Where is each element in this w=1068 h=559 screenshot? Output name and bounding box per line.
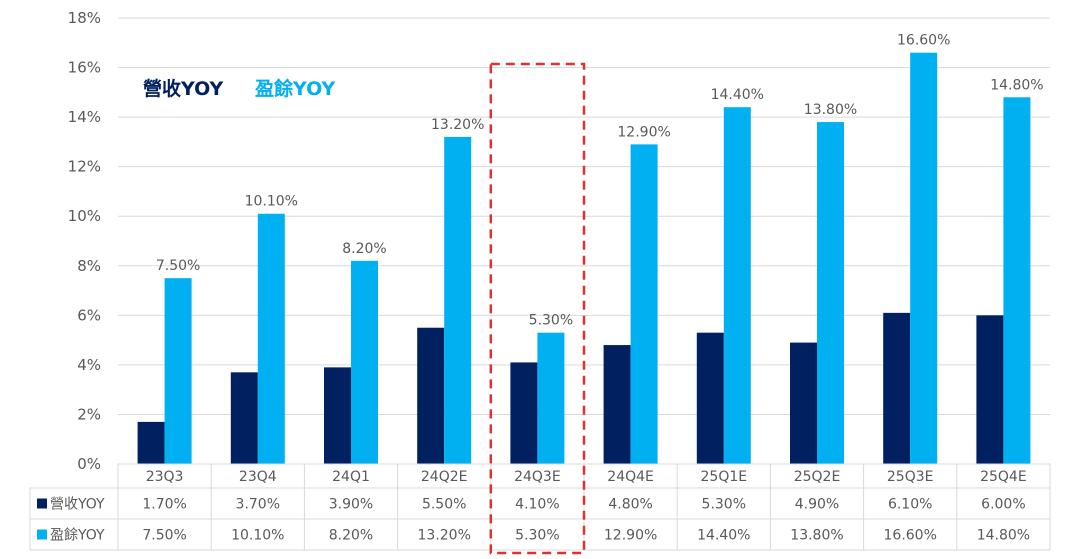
category-label: 24Q2E [421, 469, 468, 485]
y-tick-label: 8% [77, 257, 101, 275]
y-tick-label: 4% [77, 356, 101, 374]
y-tick-label: 12% [68, 158, 101, 176]
highlight-box [489, 62, 586, 555]
table-cell: 6.00% [981, 497, 1025, 513]
data-table: 23Q3 23Q4 24Q1 24Q2E 24Q3E 24Q4E 25Q1E 25Q2E 25Q… [29, 463, 1051, 551]
bars [137, 52, 1031, 465]
table-cell: 6.10% [888, 497, 932, 513]
bar-earnings-yoy [1003, 97, 1031, 465]
table-cell: 13.80% [790, 528, 843, 544]
category-label: 24Q1 [332, 469, 370, 485]
table-cell: 3.70% [236, 497, 280, 513]
table-cell: 4.80% [608, 497, 652, 513]
bar-revenue-yoy [790, 342, 817, 464]
data-label-earnings-yoy: 16.60% [897, 33, 950, 49]
bar-revenue-yoy [510, 362, 538, 464]
category-label: 24Q3E [514, 469, 561, 485]
y-tick-label: 14% [68, 108, 101, 126]
y-axis: 0% 2% 4% 6% 8% 10% 12% 14% 16% 18% [68, 9, 101, 473]
y-tick-label: 2% [77, 405, 101, 423]
bar-earnings-yoy [164, 278, 192, 464]
category-label: 25Q4E [980, 469, 1027, 485]
table-cell: 14.80% [977, 528, 1030, 544]
data-label-earnings-yoy: 7.50% [156, 258, 200, 274]
data-labels: 7.50% 10.10% 8.20% 13.20% 5.30% 12.90% 14.40% 1… [156, 33, 1044, 329]
table-cell: 5.50% [422, 497, 466, 513]
category-label: 23Q3 [146, 469, 184, 485]
bar-revenue-yoy [324, 367, 351, 464]
bar-earnings-yoy [817, 122, 844, 465]
category-label: 25Q2E [794, 469, 841, 485]
legend-revenue-yoy: 營收YOY [143, 77, 224, 100]
data-label-earnings-yoy: 8.20% [342, 241, 386, 257]
y-tick-label: 0% [77, 455, 101, 473]
data-label-earnings-yoy: 10.10% [245, 194, 298, 210]
data-label-earnings-yoy: 5.30% [529, 313, 573, 329]
table-cell: 10.10% [231, 528, 284, 544]
table-cell: 8.20% [329, 528, 373, 544]
y-tick-label: 10% [68, 207, 101, 225]
category-label: 25Q1E [701, 469, 748, 485]
category-label: 24Q4E [607, 469, 654, 485]
bar-earnings-yoy [910, 52, 938, 464]
highlight-dashed-box [489, 62, 586, 555]
legend: 營收YOY 盈餘YOY [143, 77, 336, 100]
table-legend-key [37, 529, 47, 540]
table-series-name: 盈餘YOY [50, 527, 105, 544]
bar-earnings-yoy [537, 332, 565, 464]
y-tick-label: 16% [68, 59, 101, 77]
table-cell: 13.20% [418, 528, 471, 544]
bar-earnings-yoy [444, 136, 472, 464]
table-cell: 5.30% [702, 497, 746, 513]
table-cell: 4.90% [795, 497, 839, 513]
data-label-earnings-yoy: 14.40% [711, 87, 764, 103]
bar-revenue-yoy [976, 315, 1004, 464]
table-cell: 4.10% [515, 497, 559, 513]
table-cell: 7.50% [142, 528, 186, 544]
bar-revenue-yoy [230, 372, 258, 464]
data-label-earnings-yoy: 13.80% [804, 102, 857, 118]
table-cell: 1.70% [142, 497, 186, 513]
data-label-earnings-yoy: 12.90% [617, 124, 670, 140]
bar-revenue-yoy [417, 327, 445, 464]
bar-earnings-yoy [630, 144, 658, 464]
y-tick-label: 18% [68, 9, 101, 27]
table-legend-key [37, 498, 47, 509]
bar-revenue-yoy [883, 312, 911, 464]
bar-earnings-yoy [723, 107, 751, 464]
bar-revenue-yoy [137, 421, 165, 464]
bar-earnings-yoy [351, 260, 378, 464]
category-label: 25Q3E [887, 469, 934, 485]
bar-revenue-yoy [603, 345, 631, 464]
data-label-earnings-yoy: 14.80% [990, 77, 1043, 93]
table-cell: 14.40% [697, 528, 750, 544]
bar-revenue-yoy [696, 332, 724, 464]
table-cell: 3.90% [329, 497, 373, 513]
y-tick-label: 6% [77, 306, 101, 324]
data-label-earnings-yoy: 13.20% [431, 117, 484, 133]
legend-earnings-yoy: 盈餘YOY [254, 77, 336, 100]
table-cell: 5.30% [515, 528, 559, 544]
bar-earnings-yoy [257, 213, 285, 464]
table-series-name: 營收YOY [50, 497, 105, 513]
table-cell: 12.90% [604, 528, 657, 544]
table-cell: 16.60% [884, 528, 937, 544]
category-label: 23Q4 [239, 469, 277, 485]
